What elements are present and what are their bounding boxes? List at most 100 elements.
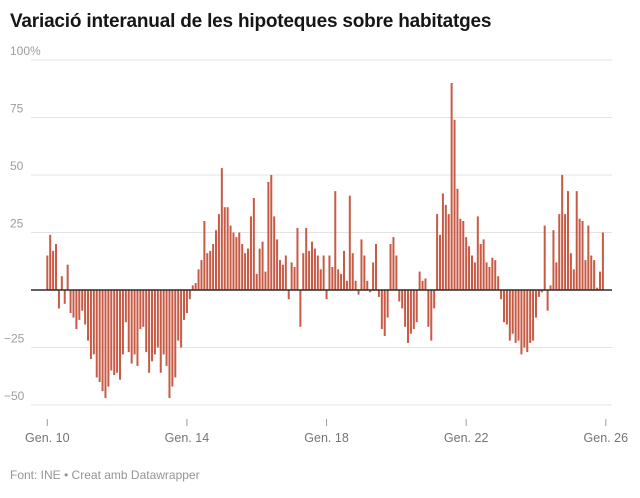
bar[interactable] [302, 253, 305, 290]
bar[interactable] [459, 218, 462, 290]
bar[interactable] [185, 290, 188, 313]
bar[interactable] [473, 262, 476, 290]
bar[interactable] [66, 264, 69, 290]
bar[interactable] [110, 290, 113, 371]
bar[interactable] [380, 290, 383, 330]
bar[interactable] [348, 195, 351, 290]
bar[interactable] [52, 250, 55, 290]
bar[interactable] [337, 269, 340, 290]
bar[interactable] [220, 168, 223, 290]
bar[interactable] [276, 239, 279, 290]
bar[interactable] [546, 290, 549, 311]
bar[interactable] [377, 290, 380, 297]
bar[interactable] [188, 290, 191, 300]
bar[interactable] [584, 260, 587, 290]
bar[interactable] [392, 237, 395, 290]
bar[interactable] [345, 280, 348, 290]
bar[interactable] [575, 191, 578, 290]
bar[interactable] [363, 255, 366, 291]
bar[interactable] [311, 241, 314, 290]
bar[interactable] [197, 269, 200, 290]
bar[interactable] [305, 227, 308, 290]
bar[interactable] [436, 214, 439, 290]
bar[interactable] [465, 237, 468, 290]
bar[interactable] [142, 290, 145, 327]
bar[interactable] [232, 232, 235, 291]
bar[interactable] [561, 175, 564, 290]
bar[interactable] [113, 290, 116, 376]
bar[interactable] [430, 290, 433, 341]
bar[interactable] [421, 280, 424, 290]
bar[interactable] [564, 214, 567, 290]
bar[interactable] [444, 204, 447, 290]
bar[interactable] [145, 290, 148, 353]
bar[interactable] [183, 290, 186, 320]
bar[interactable] [502, 290, 505, 323]
bar[interactable] [598, 271, 601, 290]
bar[interactable] [572, 269, 575, 290]
bar[interactable] [139, 290, 142, 330]
bar[interactable] [89, 290, 92, 359]
bar[interactable] [482, 239, 485, 290]
bar[interactable] [441, 193, 444, 290]
bar[interactable] [514, 290, 517, 343]
bar[interactable] [578, 218, 581, 290]
bar[interactable] [287, 290, 290, 300]
bar[interactable] [500, 290, 503, 300]
bar[interactable] [540, 290, 543, 293]
bar[interactable] [543, 225, 546, 290]
bar[interactable] [328, 255, 331, 291]
bar[interactable] [121, 290, 124, 355]
bar[interactable] [81, 290, 84, 311]
bar[interactable] [366, 280, 369, 290]
bar[interactable] [60, 276, 63, 290]
bar[interactable] [369, 290, 372, 293]
bar[interactable] [409, 290, 412, 334]
bar[interactable] [401, 290, 404, 309]
bar[interactable] [325, 290, 328, 300]
bar[interactable] [395, 255, 398, 291]
bar[interactable] [217, 214, 220, 290]
bar[interactable] [389, 244, 392, 290]
bar[interactable] [351, 253, 354, 290]
bar[interactable] [418, 271, 421, 290]
bar[interactable] [177, 290, 180, 341]
bar[interactable] [238, 232, 241, 291]
bar[interactable] [590, 255, 593, 291]
bar[interactable] [537, 290, 540, 297]
bar[interactable] [412, 290, 415, 330]
bar[interactable] [258, 248, 261, 290]
bar[interactable] [98, 290, 101, 382]
bar[interactable] [226, 207, 229, 290]
bar[interactable] [488, 267, 491, 290]
bar[interactable] [241, 244, 244, 290]
bar[interactable] [470, 255, 473, 291]
bar[interactable] [261, 241, 264, 290]
bar[interactable] [168, 290, 171, 399]
bar[interactable] [415, 290, 418, 323]
bar[interactable] [439, 234, 441, 290]
bar[interactable] [308, 250, 311, 290]
bar[interactable] [200, 260, 203, 290]
bar[interactable] [494, 260, 497, 290]
bar[interactable] [581, 221, 584, 290]
bar[interactable] [284, 255, 287, 291]
bar[interactable] [159, 290, 162, 373]
bar[interactable] [133, 290, 136, 355]
bar[interactable] [334, 191, 337, 290]
bar[interactable] [75, 290, 78, 330]
bar[interactable] [49, 234, 52, 290]
bar[interactable] [69, 290, 72, 313]
bar[interactable] [206, 253, 209, 290]
bar[interactable] [95, 290, 98, 378]
bar[interactable] [296, 227, 299, 290]
bar[interactable] [223, 207, 226, 290]
bar[interactable] [165, 290, 168, 366]
bar[interactable] [372, 262, 375, 290]
bar[interactable] [532, 290, 535, 341]
bar[interactable] [130, 290, 133, 364]
bar[interactable] [55, 244, 58, 290]
bar[interactable] [316, 255, 319, 291]
bar[interactable] [491, 257, 494, 290]
bar[interactable] [46, 255, 49, 291]
